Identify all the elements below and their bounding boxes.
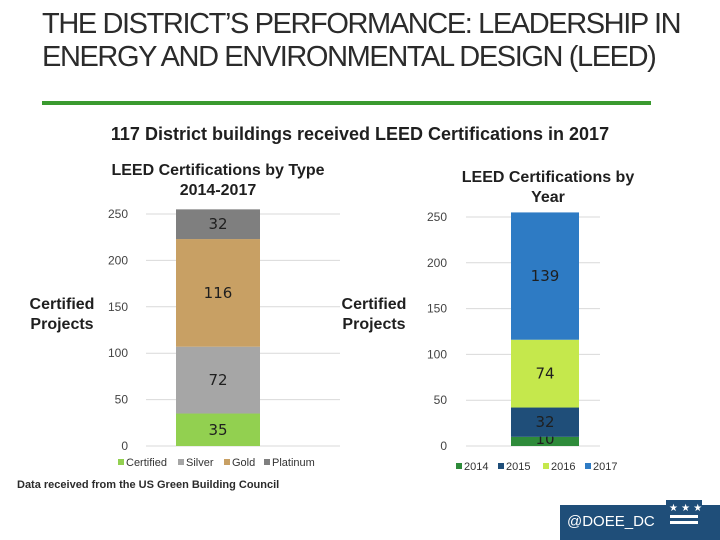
data-label-type-platinum: 32 bbox=[208, 215, 227, 233]
bar-segment-year-2014 bbox=[511, 436, 579, 446]
bar-segment-type-gold bbox=[176, 239, 260, 347]
y-tick-label-type: 0 bbox=[121, 439, 128, 453]
data-source-note: Data received from the US Green Building… bbox=[17, 479, 280, 491]
legend-label-year-2014: 2014 bbox=[464, 461, 488, 473]
slide-title: THE DISTRICT’S PERFORMANCE: LEADERSHIP I… bbox=[42, 8, 682, 73]
data-label-year-2015: 32 bbox=[535, 413, 554, 431]
legend-swatch-year-2015 bbox=[498, 463, 504, 469]
legend-label-type-platinum: Platinum bbox=[272, 457, 315, 469]
bar-segment-type-silver bbox=[176, 346, 260, 414]
data-label-year-2017: 139 bbox=[531, 267, 560, 285]
legend-label-year-2015: 2015 bbox=[506, 461, 530, 473]
svg-text:★ ★ ★: ★ ★ ★ bbox=[669, 503, 702, 514]
legend-label-type-gold: Gold bbox=[232, 457, 255, 469]
legend-label-year-2017: 2017 bbox=[593, 461, 617, 473]
twitter-handle: @DOEE_DC bbox=[567, 513, 655, 530]
slide-subtitle: 117 District buildings received LEED Cer… bbox=[110, 124, 610, 144]
y-tick-label-type: 50 bbox=[115, 393, 129, 407]
bar-segment-type-certified bbox=[176, 413, 260, 446]
y-tick-label-year: 250 bbox=[427, 210, 447, 224]
bar-segment-year-2016 bbox=[511, 339, 579, 408]
legend-swatch-year-2016 bbox=[543, 463, 549, 469]
data-label-type-certified: 35 bbox=[208, 421, 227, 439]
legend-swatch-type-platinum bbox=[264, 459, 270, 465]
data-label-year-2016: 74 bbox=[535, 365, 554, 383]
legend-swatch-year-2017 bbox=[585, 463, 591, 469]
data-label-type-gold: 116 bbox=[204, 284, 233, 302]
y-tick-label-year: 150 bbox=[427, 302, 447, 316]
data-label-type-silver: 72 bbox=[208, 371, 227, 389]
y-tick-label-type: 250 bbox=[108, 207, 128, 221]
chart-title-type: LEED Certifications by Type 2014-2017 bbox=[111, 162, 324, 199]
y-tick-label-year: 200 bbox=[427, 256, 447, 270]
legend-label-type-silver: Silver bbox=[186, 457, 214, 469]
legend-swatch-year-2014 bbox=[456, 463, 462, 469]
legend-swatch-type-certified bbox=[118, 459, 124, 465]
bar-segment-year-2015 bbox=[511, 407, 579, 437]
legend-swatch-type-silver bbox=[178, 459, 184, 465]
charts-canvas: 0 50 100 150 200 250 LEED Certifications by Ty… bbox=[30, 162, 635, 473]
y-tick-label-type: 100 bbox=[108, 346, 128, 360]
legend-label-year-2016: 2016 bbox=[551, 461, 575, 473]
y-axis-title-type: Certified Projects bbox=[30, 296, 95, 333]
title-underline bbox=[42, 101, 651, 105]
y-tick-label-type: 150 bbox=[108, 300, 128, 314]
dc-flag-icon: ★ ★ ★ bbox=[666, 500, 702, 530]
legend-label-type-certified: Certified bbox=[126, 457, 167, 469]
y-tick-label-type: 200 bbox=[108, 253, 128, 267]
y-tick-label-year: 100 bbox=[427, 347, 447, 361]
chart-title-year: LEED Certifications by Year bbox=[462, 169, 635, 206]
y-tick-label-year: 50 bbox=[434, 393, 448, 407]
bar-segment-type-platinum bbox=[176, 209, 260, 240]
y-axis-title-year: Certified Projects bbox=[342, 296, 407, 333]
legend-swatch-type-gold bbox=[224, 459, 230, 465]
y-tick-label-year: 0 bbox=[440, 439, 447, 453]
bar-segment-year-2017 bbox=[511, 212, 579, 340]
